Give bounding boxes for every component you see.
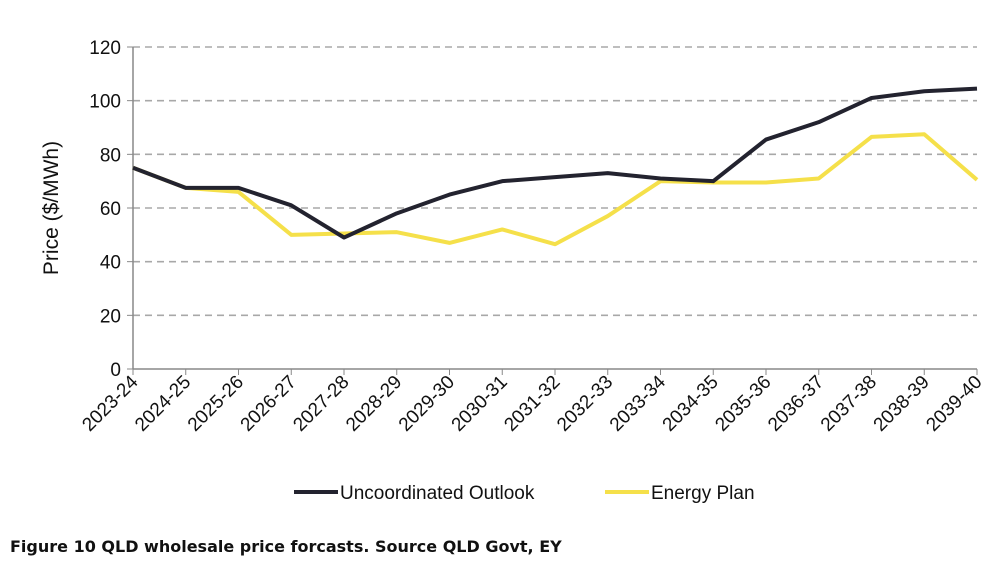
y-tick-label: 20 <box>100 306 121 327</box>
x-tick-label: 2027-28 <box>289 372 353 436</box>
x-tick-label: 2034-35 <box>659 372 723 436</box>
x-tick-label: 2036-37 <box>764 372 828 436</box>
x-tick-label: 2038-39 <box>870 372 934 436</box>
x-tick-label: 2024-25 <box>131 372 195 436</box>
x-tick-label: 2037-38 <box>817 372 881 436</box>
series-line <box>132 132 979 247</box>
x-tick-label: 2026-27 <box>237 372 301 436</box>
y-tick-label: 60 <box>100 199 121 220</box>
figure-caption: Figure 10 QLD wholesale price forcasts. … <box>10 537 562 556</box>
x-tick-label: 2039-40 <box>922 372 986 436</box>
y-tick-label: 0 <box>110 360 121 381</box>
x-tick-label: 2023-24 <box>78 371 142 435</box>
y-tick-label: 40 <box>100 253 121 274</box>
x-tick-label: 2031-32 <box>500 372 564 436</box>
x-tick-label: 2029-30 <box>395 372 459 436</box>
x-tick-label: 2030-31 <box>448 372 512 436</box>
y-tick-label: 120 <box>89 38 121 59</box>
y-axis-label: Price ($/MWh) <box>40 141 63 275</box>
x-tick-label: 2025-26 <box>184 372 248 436</box>
y-tick-label: 80 <box>100 145 121 166</box>
x-tick-label: 2033-34 <box>606 371 670 435</box>
y-tick-label: 100 <box>89 92 121 113</box>
x-tick-label: 2032-33 <box>553 372 617 436</box>
x-tick-label: 2035-36 <box>711 372 775 436</box>
x-tick-label: 2028-29 <box>342 372 406 436</box>
series-line <box>132 86 978 240</box>
legend-label: Uncoordinated Outlook <box>340 483 535 504</box>
legend-label: Energy Plan <box>651 483 755 504</box>
